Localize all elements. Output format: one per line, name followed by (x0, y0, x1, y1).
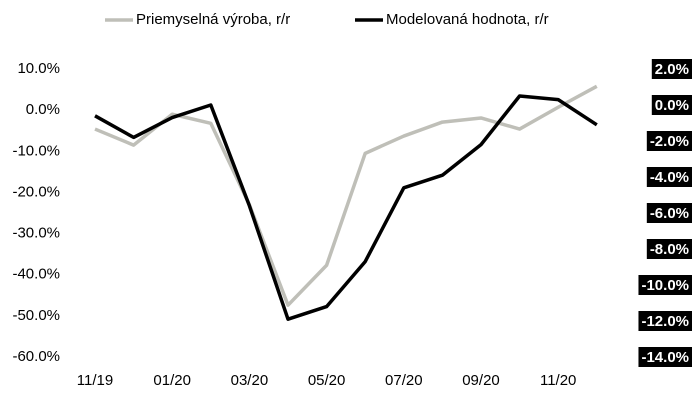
y2-tick-bg (646, 239, 692, 259)
x-tick-label: 09/20 (462, 372, 500, 389)
y2-tick-bg (638, 347, 692, 367)
y2-tick-bg (646, 167, 692, 187)
y-tick-label: -60.0% (12, 348, 60, 365)
y2-axis: 2.0% 0.0% -2.0% -4.0% -6.0% -8.0% -10.0% -12.0%… (638, 59, 692, 367)
y2-tick-label: 0.0% (655, 97, 689, 114)
y-tick: 10.0% (17, 60, 60, 77)
y2-tick-bg (638, 275, 692, 295)
y-tick: -30.0% (12, 225, 60, 242)
y2-tick-label: -4.0% (650, 169, 689, 186)
y-tick: 0.0% (26, 101, 60, 118)
y2-tick: -12.0% (638, 311, 692, 331)
y2-tick-label: -2.0% (650, 133, 689, 150)
y2-tick: 0.0% (651, 95, 692, 115)
y2-tick-bg (651, 59, 692, 79)
y2-tick: -4.0% (646, 167, 692, 187)
x-tick-label: 01/20 (153, 372, 191, 389)
x-tick-label: 11/19 (77, 372, 113, 389)
y-tick-label: -20.0% (12, 183, 60, 200)
y2-tick-label: -12.0% (641, 313, 689, 330)
y-tick: -20.0% (12, 183, 60, 200)
y2-tick: -14.0% (638, 347, 692, 367)
y-tick-label: -40.0% (12, 266, 60, 283)
y-tick: -10.0% (12, 142, 60, 159)
series-line (94, 94, 598, 321)
y-tick: -40.0% (12, 266, 60, 283)
y2-tick: -8.0% (646, 239, 692, 259)
y2-tick: 2.0% (651, 59, 692, 79)
legend-label: Modelovaná hodnota, r/r (386, 11, 549, 28)
y-tick-label: -50.0% (12, 307, 60, 324)
x-tick-label: 11/20 (540, 372, 576, 389)
x-tick-label: 05/20 (308, 372, 346, 389)
y-tick-label: -30.0% (12, 225, 60, 242)
y2-tick: -2.0% (646, 131, 692, 151)
y2-tick-label: -6.0% (650, 205, 689, 222)
y-tick: -60.0% (12, 348, 60, 365)
y2-tick-bg (638, 311, 692, 331)
y2-tick-label: -8.0% (650, 241, 689, 258)
y2-tick-bg (651, 95, 692, 115)
y2-tick-label: -10.0% (641, 277, 689, 294)
y2-tick-bg (646, 203, 692, 223)
y2-tick: -10.0% (638, 275, 692, 295)
y2-tick-label: -14.0% (641, 349, 689, 366)
y2-tick-bg (646, 131, 692, 151)
y-tick-label: 0.0% (26, 101, 60, 118)
y2-tick-label: 2.0% (655, 61, 689, 78)
x-tick-label: 07/20 (385, 372, 423, 389)
y-tick-label: -10.0% (12, 142, 60, 159)
y2-tick: -6.0% (646, 203, 692, 223)
legend-label: Priemyselná výroba, r/r (136, 11, 290, 28)
y-tick: -50.0% (12, 307, 60, 324)
y-tick-label: 10.0% (17, 60, 60, 77)
x-tick-label: 03/20 (231, 372, 269, 389)
